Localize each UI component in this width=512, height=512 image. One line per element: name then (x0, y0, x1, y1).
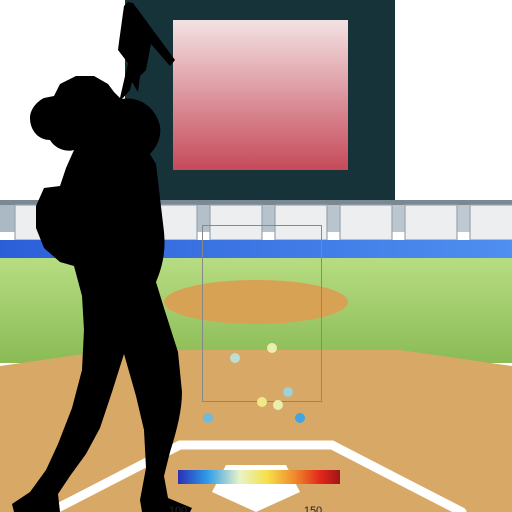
colorbar-tick: 100 (169, 505, 187, 512)
colorbar-tick: 150 (304, 505, 322, 512)
pitch-location-chart: 100150 球速(km/h) (0, 0, 512, 512)
colorbar-gradient (178, 470, 340, 484)
colorbar-ticks: 100150 (178, 489, 340, 503)
batter-silhouette (0, 0, 512, 512)
speed-colorbar: 100150 球速(km/h) (178, 470, 340, 512)
